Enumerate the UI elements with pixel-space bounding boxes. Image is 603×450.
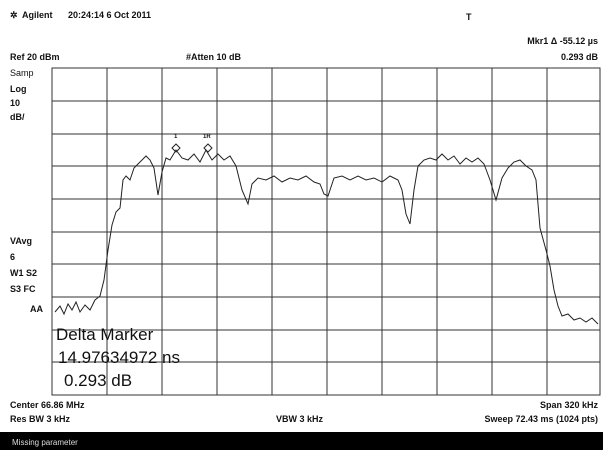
- graticule: [51, 67, 601, 396]
- status: T: [466, 12, 472, 22]
- panel-text: 10: [10, 98, 20, 108]
- marker-value: 0.293 dB: [561, 52, 599, 62]
- marker-tag: 1R: [203, 134, 211, 140]
- delta-value: 0.293 dB: [64, 371, 132, 390]
- panel-text: S3 FC: [10, 284, 36, 294]
- center-freq: Center 66.86 MHz: [10, 400, 85, 410]
- panel-text: AA: [30, 304, 43, 314]
- sweep: Sweep 72.43 ms (1024 pts): [484, 414, 598, 424]
- status-bar: [0, 432, 603, 450]
- marker-tag: 1: [174, 134, 178, 140]
- status-message: Missing parameter: [12, 438, 78, 447]
- panel-text: Log: [10, 84, 27, 94]
- attenuation: #Atten 10 dB: [186, 52, 242, 62]
- panel-text: 6: [10, 252, 15, 262]
- vbw: VBW 3 kHz: [276, 414, 324, 424]
- panel-text: W1 S2: [10, 268, 37, 278]
- rbw: Res BW 3 kHz: [10, 414, 71, 424]
- marker-diamond: [171, 143, 181, 153]
- trace: [54, 148, 599, 325]
- delta-title: Delta Marker: [56, 325, 154, 344]
- span: Span 320 kHz: [540, 400, 599, 410]
- marker-label: Mkr1 Δ -55.12 µs: [527, 36, 598, 46]
- delta-time: 14.97634972 ns: [58, 348, 180, 367]
- logo: ✲: [10, 10, 18, 20]
- timestamp: 20:24:14 6 Oct 2011: [68, 10, 151, 20]
- ref-level: Ref 20 dBm: [10, 52, 60, 62]
- panel-text: VAvg: [10, 236, 32, 246]
- brand: Agilent: [22, 10, 53, 20]
- marker-diamond: [203, 143, 213, 153]
- panel-text: Samp: [10, 68, 34, 78]
- panel-text: dB/: [10, 112, 25, 122]
